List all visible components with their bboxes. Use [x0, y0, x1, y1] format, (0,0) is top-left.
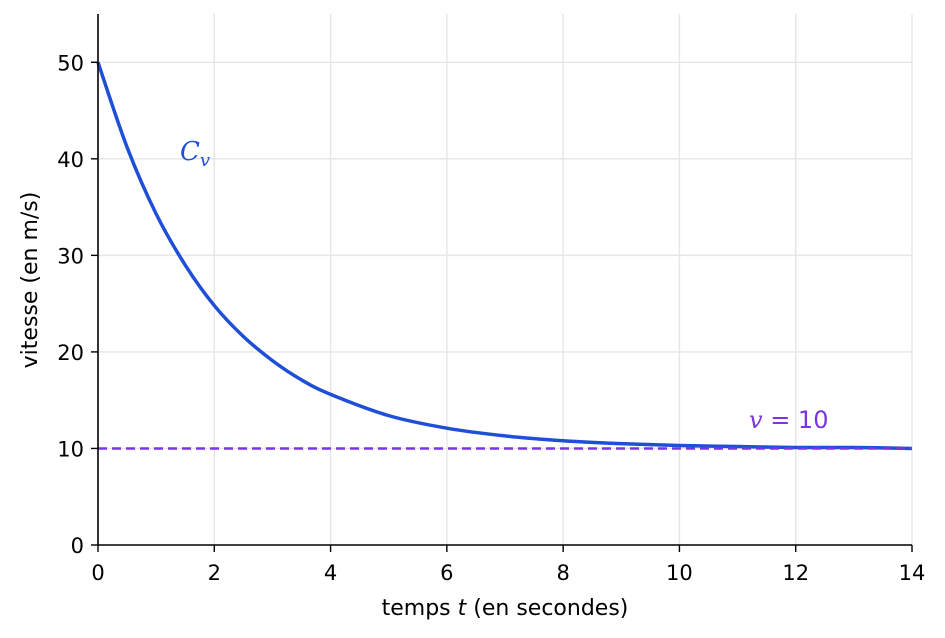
x-tick-label: 14: [899, 561, 926, 585]
y-tick-label: 10: [57, 437, 84, 461]
y-tick-label: 30: [57, 244, 84, 268]
y-tick-label: 40: [57, 148, 84, 172]
y-tick-label: 20: [57, 341, 84, 365]
x-tick-label: 4: [324, 561, 337, 585]
curve-label: Cv: [180, 137, 210, 171]
x-axis-label: temps t (en secondes): [382, 596, 629, 621]
ticks: 0 2 4 6 8 10 12 14 0 10 20 30 40 50: [57, 51, 925, 585]
x-tick-label: 12: [782, 561, 809, 585]
x-tick-label: 10: [666, 561, 693, 585]
asymptote-label: v = 10: [749, 406, 828, 434]
y-tick-label: 50: [57, 51, 84, 75]
series-layer: [96, 61, 913, 451]
y-axis-label: vitesse (en m/s): [18, 192, 43, 369]
axes: [97, 14, 912, 546]
y-tick-label: 0: [71, 534, 84, 558]
velocity-curve: [96, 61, 913, 451]
x-tick-label: 2: [208, 561, 221, 585]
x-tick-label: 6: [440, 561, 453, 585]
x-tick-label: 8: [556, 561, 569, 585]
grid-lines: [98, 14, 913, 545]
x-tick-label: 0: [91, 561, 104, 585]
